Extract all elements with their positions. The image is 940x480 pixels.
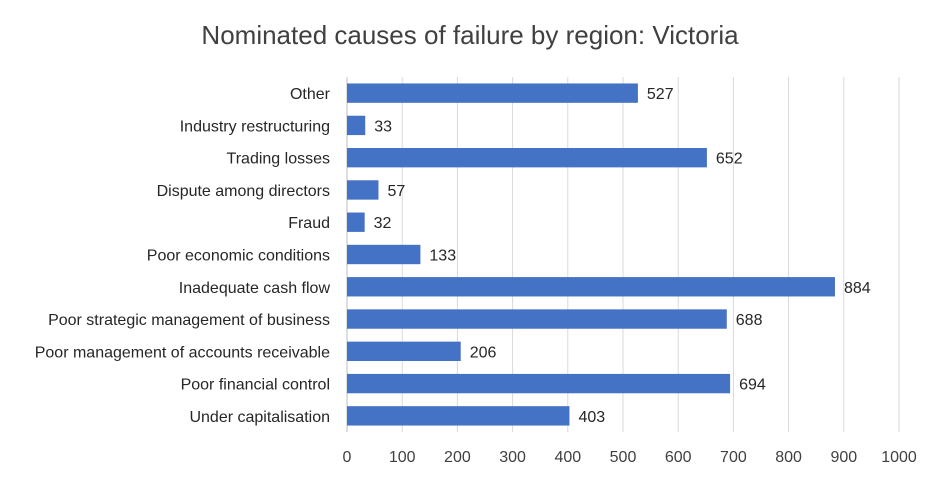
x-tick-label: 500 <box>610 449 637 466</box>
gridlines <box>346 77 900 432</box>
bar <box>347 309 727 329</box>
x-tick-label: 100 <box>389 449 416 466</box>
category-label: Other <box>290 86 331 103</box>
x-tick-label: 600 <box>665 449 692 466</box>
category-label: Dispute among directors <box>157 183 330 200</box>
x-tick-label: 800 <box>775 449 802 466</box>
bar <box>347 148 707 168</box>
data-label: 403 <box>578 409 605 426</box>
x-axis-ticks: 0 100 200 300 400 500 600 700 800 900 1000 <box>343 449 917 466</box>
bar <box>347 212 365 232</box>
bar <box>347 180 379 200</box>
data-label: 527 <box>647 86 674 103</box>
category-label: Trading losses <box>227 151 330 168</box>
bar <box>347 244 421 265</box>
category-label: Fraud <box>288 215 330 232</box>
bar <box>347 406 570 426</box>
data-label: 884 <box>844 280 871 297</box>
data-labels: 527 33 652 57 32 133 884 688 206 694 403 <box>374 86 871 426</box>
bar <box>347 277 835 297</box>
chart-title: Nominated causes of failure by region: V… <box>201 20 739 50</box>
data-label: 652 <box>716 151 743 168</box>
x-tick-label: 0 <box>343 449 352 466</box>
data-label: 32 <box>374 215 392 232</box>
category-label: Industry restructuring <box>180 118 330 135</box>
bar <box>347 341 461 361</box>
x-tick-label: 300 <box>499 449 526 466</box>
category-label: Poor management of accounts receivable <box>35 344 330 361</box>
bar <box>347 83 638 103</box>
data-label: 133 <box>429 248 456 265</box>
data-label: 33 <box>374 118 392 135</box>
category-label: Inadequate cash flow <box>179 280 331 297</box>
x-tick-label: 200 <box>444 449 471 466</box>
category-labels: Other Industry restructuring Trading losse… <box>35 86 331 426</box>
bars <box>347 83 835 426</box>
x-tick-label: 1000 <box>881 449 917 466</box>
category-label: Poor economic conditions <box>147 248 330 265</box>
data-label: 206 <box>470 344 497 361</box>
x-tick-label: 400 <box>554 449 581 466</box>
bar <box>347 373 731 394</box>
bar <box>347 115 366 136</box>
category-label: Poor strategic management of business <box>48 312 330 329</box>
x-tick-label: 700 <box>720 449 747 466</box>
data-label: 57 <box>387 183 405 200</box>
category-label: Under capitalisation <box>189 409 330 426</box>
category-label: Poor financial control <box>181 377 330 394</box>
x-tick-label: 900 <box>830 449 857 466</box>
data-label: 694 <box>739 377 766 394</box>
data-label: 688 <box>736 312 763 329</box>
